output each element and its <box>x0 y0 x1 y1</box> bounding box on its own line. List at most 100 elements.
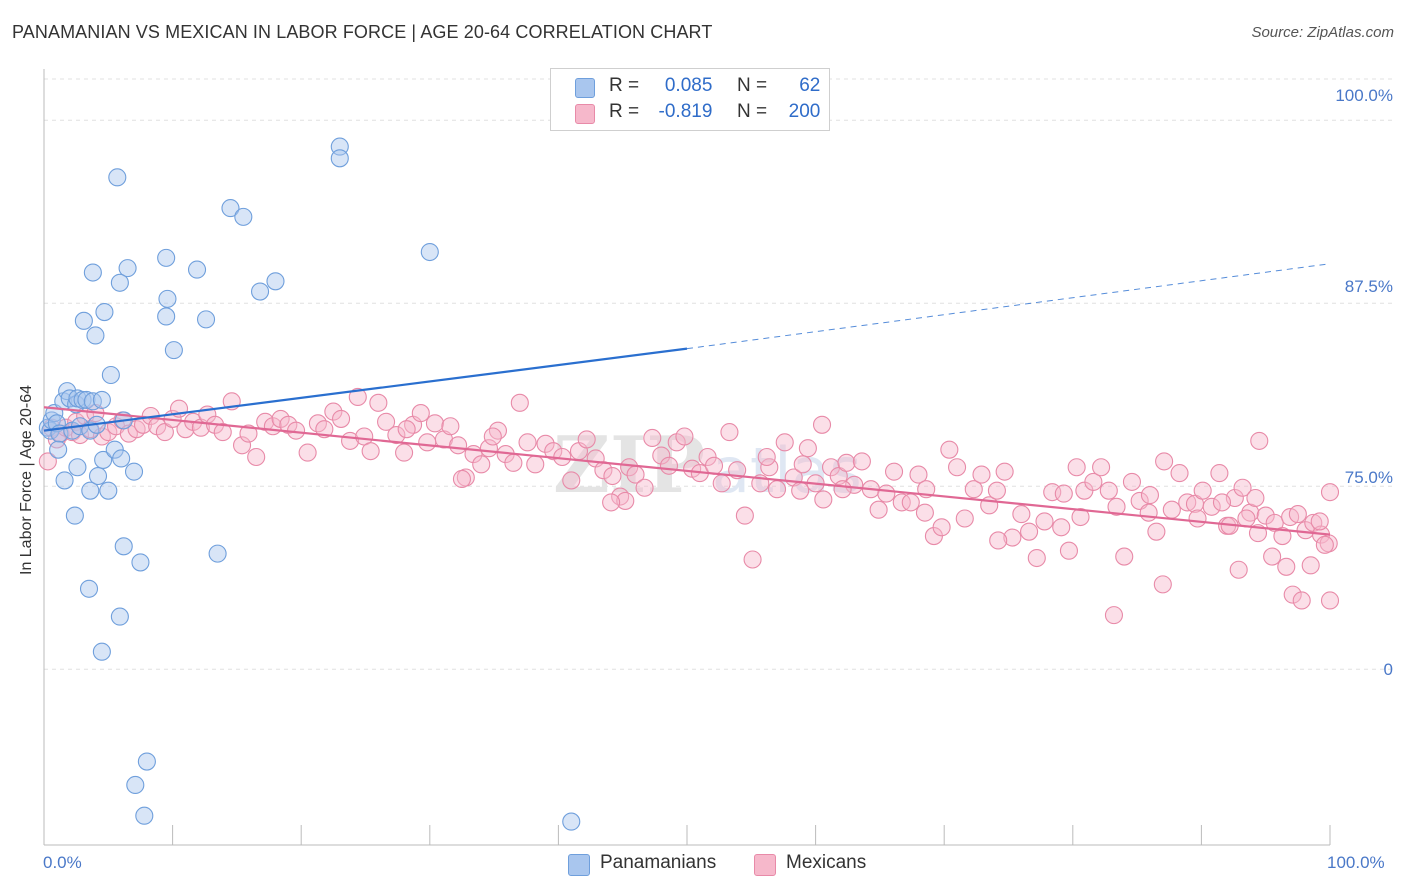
panamanians-point-6 <box>49 440 68 459</box>
mexicans-point-191 <box>1301 556 1320 575</box>
mexicans-point-52 <box>411 404 430 423</box>
legend-r-value: -0.819 <box>658 101 713 122</box>
mexicans-point-78 <box>620 458 639 477</box>
mexicans-point-50 <box>395 443 414 462</box>
panamanians-point-38 <box>108 168 127 187</box>
mexicans-point-76 <box>603 466 622 486</box>
mexicans-point-111 <box>877 484 896 503</box>
mexicans-point-131 <box>1035 512 1054 531</box>
mexicans-point-64 <box>504 453 523 472</box>
mexicans-point-127 <box>1003 528 1022 547</box>
panamanians-point-59 <box>135 806 154 825</box>
mexicans-point-67 <box>526 455 545 474</box>
mexicans-point-137 <box>1084 472 1103 491</box>
mexicans-point-107 <box>845 475 864 494</box>
panamanians-point-60 <box>562 812 581 831</box>
panamanians-trend-line <box>43 347 688 432</box>
mexicans-point-179 <box>1153 575 1172 594</box>
mexicans-point-169 <box>616 491 635 510</box>
y-tick-label-62-5: 0 <box>1383 660 1393 679</box>
mexicans-point-42 <box>332 409 351 428</box>
panamanians-point-50 <box>330 149 349 168</box>
panamanians-point-35 <box>83 263 102 282</box>
mexicans-point-41 <box>324 402 343 421</box>
panamanians-point-56 <box>92 642 111 661</box>
y-tick-label-87-5: 87.5% <box>1344 277 1393 296</box>
mexicans-point-163 <box>1288 505 1307 524</box>
mexicans-point-193 <box>1315 535 1334 554</box>
mexicans-point-98 <box>775 433 794 452</box>
mexicans-point-62 <box>488 421 508 440</box>
mexicans-point-186 <box>1246 488 1265 508</box>
mexicans-point-133 <box>1052 518 1071 537</box>
mexicans-point-151 <box>1193 481 1212 500</box>
panamanians-point-28 <box>112 449 131 468</box>
panamanians-point-20 <box>65 506 84 525</box>
mexicans-point-142 <box>1122 472 1142 491</box>
legend-r-value: 0.085 <box>664 75 713 96</box>
mexicans-point-195 <box>1320 591 1340 610</box>
mexicans-point-176 <box>1071 507 1090 527</box>
mexicans-point-53 <box>418 433 437 452</box>
mexicans-point-130 <box>1027 548 1046 568</box>
mexicans-point-68 <box>536 434 555 453</box>
mexicans-point-100 <box>791 481 810 500</box>
mexicans-point-54 <box>425 414 444 433</box>
mexicans-point-144 <box>1139 503 1158 522</box>
series-name-panamanians: Panamanians <box>600 852 717 873</box>
mexicans-point-118 <box>932 518 951 537</box>
mexicans-point-123 <box>972 465 991 484</box>
mexicans-point-119 <box>940 440 959 459</box>
mexicans-point-199 <box>602 493 621 512</box>
mexicans-point-120 <box>948 458 967 477</box>
mexicans-point-48 <box>377 412 396 431</box>
mexicans-point-38 <box>298 443 317 462</box>
mexicans-point-94 <box>743 550 762 569</box>
panamanians-point-41 <box>157 307 176 326</box>
mexicans-point-82 <box>652 446 671 465</box>
mexicans-point-31 <box>239 424 258 443</box>
mexicans-point-83 <box>659 456 679 475</box>
mexicans-point-121 <box>955 509 974 528</box>
mexicans-point-128 <box>1012 505 1031 524</box>
panamanians-point-45 <box>221 199 240 218</box>
mexicans-point-138 <box>1092 458 1111 477</box>
legend-r-label: R = <box>609 101 640 122</box>
mexicans-point-175 <box>1054 484 1073 503</box>
mexicans-point-110 <box>869 500 888 519</box>
mexicans-point-152 <box>1202 497 1221 516</box>
legend-n-value: 62 <box>799 75 821 96</box>
mexicans-point-139 <box>1099 481 1118 500</box>
panamanians-point-43 <box>187 260 207 279</box>
panamanians-point-23 <box>81 481 100 500</box>
mexicans-point-178 <box>1140 486 1160 505</box>
mexicans-point-129 <box>1020 522 1039 541</box>
y-tick-label-100: 100.0% <box>1335 86 1393 105</box>
mexicans-point-190 <box>1292 591 1311 610</box>
mexicans-point-65 <box>510 393 529 412</box>
mexicans-point-194 <box>1320 483 1340 502</box>
mexicans-point-170 <box>757 447 776 467</box>
mexicans-point-146 <box>1155 452 1174 471</box>
x-tick-label-max: 100.0% <box>1327 853 1385 872</box>
pink-swatch-icon <box>754 854 776 876</box>
mexicans-point-97 <box>767 480 787 499</box>
panamanians-point-54 <box>79 579 99 598</box>
mexicans-point-134 <box>1059 541 1078 560</box>
mexicans-point-185 <box>1250 431 1269 450</box>
correlation-legend: R = 0.085 N = 62 R = -0.819 N = 200 <box>550 68 830 131</box>
panamanians-point-32 <box>95 302 114 322</box>
legend-n-label: N = <box>736 101 768 122</box>
panamanians-point-39 <box>157 248 176 267</box>
mexicans-point-192 <box>1310 512 1329 531</box>
mexicans-point-184 <box>1237 509 1256 528</box>
series-name-mexicans: Mexicans <box>786 852 867 873</box>
mexicans-trend-line <box>43 406 1331 536</box>
mexicans-point-73 <box>577 430 596 449</box>
mexicans-point-71 <box>562 471 581 490</box>
mexicans-point-189 <box>1283 585 1302 604</box>
panamanians-point-55 <box>110 607 129 626</box>
blue-swatch-icon <box>575 78 595 98</box>
mexicans-point-60 <box>472 455 491 474</box>
mexicans-point-197 <box>397 420 416 439</box>
